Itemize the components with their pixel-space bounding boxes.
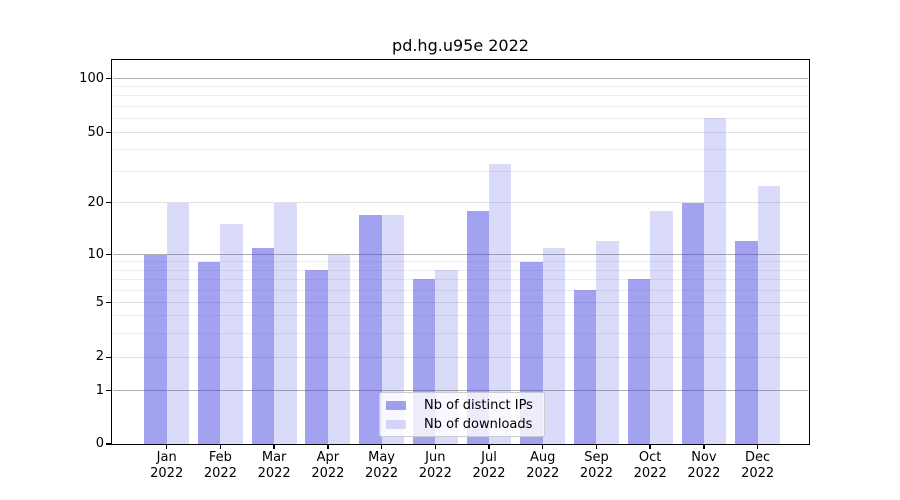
y-tick-50 bbox=[106, 131, 112, 134]
gridline-y-10 bbox=[113, 254, 808, 256]
y-tick-label-0: 0 bbox=[95, 436, 104, 451]
y-tick-10 bbox=[106, 254, 112, 256]
y-tick-2 bbox=[106, 356, 112, 358]
x-tick-label-jan: Jan 2022 bbox=[150, 450, 184, 481]
bar-distinct-ips-jan bbox=[144, 254, 167, 444]
x-tick-mar bbox=[273, 444, 275, 449]
gridline-y-6 bbox=[113, 289, 808, 291]
x-tick-jun bbox=[434, 444, 436, 449]
gridline-y-1 bbox=[113, 390, 808, 392]
x-tick-dec bbox=[756, 444, 759, 449]
x-tick-may bbox=[380, 444, 383, 449]
gridline-y-100 bbox=[113, 78, 808, 79]
gridline-y-30 bbox=[113, 171, 808, 173]
x-tick-label-may: May 2022 bbox=[365, 450, 399, 481]
gridline-y-7 bbox=[113, 278, 808, 280]
gridline-y-8 bbox=[113, 269, 808, 271]
x-tick-label-oct: Oct 2022 bbox=[633, 450, 667, 481]
bar-distinct-ips-sep bbox=[574, 290, 597, 444]
bar-downloads-aug bbox=[542, 247, 566, 444]
bar-downloads-may bbox=[381, 214, 404, 444]
gridline-y-9 bbox=[113, 261, 808, 263]
bar-downloads-dec bbox=[757, 185, 780, 444]
gridline-y-90 bbox=[113, 86, 808, 88]
gridline-y-5 bbox=[113, 302, 808, 304]
gridline-y-4 bbox=[113, 315, 808, 317]
y-tick-label-1: 1 bbox=[95, 382, 104, 398]
legend: Nb of distinct IPs Nb of downloads bbox=[379, 392, 545, 437]
x-tick-label-jul: Jul 2022 bbox=[472, 450, 506, 481]
y-tick-1 bbox=[106, 390, 112, 392]
bar-downloads-jul bbox=[489, 164, 512, 444]
legend-label-distinct-ips: Nb of distinct IPs bbox=[424, 398, 533, 413]
x-tick-label-aug: Aug 2022 bbox=[526, 450, 560, 481]
gridline-y-60 bbox=[113, 117, 808, 119]
x-tick-jan bbox=[166, 444, 168, 449]
x-tick-label-mar: Mar 2022 bbox=[257, 450, 291, 481]
bar-downloads-nov bbox=[703, 118, 727, 444]
gridline-y-20 bbox=[113, 202, 808, 204]
y-tick-label-10: 10 bbox=[87, 246, 104, 262]
y-tick-label-100: 100 bbox=[79, 70, 104, 86]
bar-distinct-ips-mar bbox=[251, 247, 275, 444]
x-tick-label-nov: Nov 2022 bbox=[687, 450, 721, 481]
bar-distinct-ips-feb bbox=[198, 261, 221, 444]
y-tick-5 bbox=[106, 302, 112, 304]
gridline-y-40 bbox=[113, 149, 808, 151]
chart-title: pd.hg.u95e 2022 bbox=[392, 36, 529, 55]
bar-downloads-jan bbox=[166, 202, 190, 444]
x-tick-oct bbox=[649, 444, 651, 449]
legend-item-distinct-ips: Nb of distinct IPs bbox=[386, 396, 544, 415]
y-tick-label-20: 20 bbox=[87, 194, 104, 210]
x-tick-jul bbox=[488, 444, 490, 449]
x-tick-label-jun: Jun 2022 bbox=[418, 450, 452, 481]
y-tick-20 bbox=[106, 202, 112, 204]
y-tick-100 bbox=[106, 77, 112, 80]
x-tick-sep bbox=[595, 444, 598, 449]
gridline-y-70 bbox=[113, 105, 808, 107]
bar-downloads-sep bbox=[596, 241, 619, 444]
bar-distinct-ips-dec bbox=[735, 241, 758, 444]
legend-swatch-distinct-ips bbox=[386, 401, 406, 410]
x-tick-aug bbox=[542, 444, 544, 449]
x-tick-label-feb: Feb 2022 bbox=[203, 450, 237, 481]
legend-swatch-downloads bbox=[386, 420, 406, 429]
bar-downloads-mar bbox=[274, 202, 297, 444]
bar-distinct-ips-nov bbox=[681, 202, 704, 444]
gridline-y-50 bbox=[113, 132, 808, 133]
x-tick-label-dec: Dec 2022 bbox=[741, 450, 775, 481]
bar-downloads-feb bbox=[220, 224, 243, 444]
x-tick-label-apr: Apr 2022 bbox=[311, 450, 345, 481]
y-tick-label-2: 2 bbox=[95, 349, 104, 365]
bar-downloads-oct bbox=[650, 210, 673, 444]
gridline-y-3 bbox=[113, 332, 808, 334]
y-tick-label-50: 50 bbox=[87, 124, 104, 140]
gridline-y-2 bbox=[113, 356, 808, 358]
bar-downloads-apr bbox=[327, 254, 351, 444]
x-tick-apr bbox=[327, 444, 329, 449]
bar-distinct-ips-jul bbox=[466, 210, 489, 444]
x-tick-label-sep: Sep 2022 bbox=[579, 450, 613, 481]
y-tick-label-5: 5 bbox=[95, 294, 104, 310]
x-tick-nov bbox=[703, 444, 705, 449]
bar-distinct-ips-may bbox=[359, 214, 382, 444]
bar-distinct-ips-oct bbox=[627, 279, 651, 444]
x-tick-feb bbox=[219, 444, 222, 449]
y-tick-0 bbox=[106, 443, 112, 445]
legend-item-downloads: Nb of downloads bbox=[386, 415, 544, 434]
gridline-y-80 bbox=[113, 95, 808, 97]
legend-label-downloads: Nb of downloads bbox=[424, 417, 533, 432]
bar-distinct-ips-apr bbox=[305, 270, 328, 444]
